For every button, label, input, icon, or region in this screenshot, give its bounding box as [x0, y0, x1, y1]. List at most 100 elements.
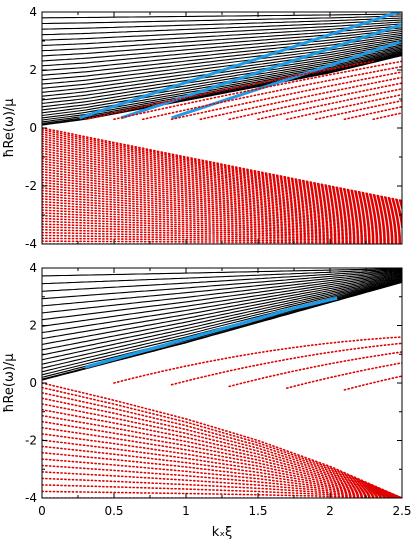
lower-band-line	[42, 382, 402, 498]
bottom-panel: 420-2-40 0.5 1 1.5 2 2.5	[25, 261, 412, 518]
lower-band-line	[42, 157, 402, 213]
bulk-band-line	[42, 39, 402, 89]
lower-band-line	[42, 163, 402, 215]
y-tick-label: -2	[25, 434, 37, 448]
gap-dotted-line	[199, 76, 402, 121]
x-tick-label: 0.5	[104, 504, 123, 518]
bulk-band-line	[42, 279, 402, 365]
lower-band-line	[42, 200, 402, 230]
bulk-band-line	[42, 276, 402, 351]
lower-band-line	[42, 145, 402, 209]
bulk-band-line	[42, 19, 402, 36]
lower-band-line	[42, 203, 402, 231]
lower-band-line	[42, 168, 402, 217]
bulk-band-line	[42, 44, 402, 101]
x-axis-label: kₓξ	[212, 525, 233, 540]
y-tick-label: 2	[29, 63, 37, 77]
lower-band-line	[42, 198, 402, 229]
lower-band-line	[42, 140, 402, 207]
gap-dotted-curve	[170, 342, 402, 386]
edge-mode-line	[84, 296, 338, 369]
lower-band-line	[42, 439, 402, 498]
lower-band-line	[42, 133, 402, 204]
lower-band-line	[42, 142, 402, 208]
lower-band-line	[42, 165, 402, 216]
lower-band-line	[42, 155, 402, 212]
lower-band-line	[42, 150, 402, 211]
lower-band-line	[42, 420, 402, 498]
gap-dotted-curve	[343, 375, 402, 391]
bulk-band-line	[42, 50, 402, 117]
y-tick-label: 4	[29, 261, 37, 275]
bulk-band-line	[42, 54, 402, 124]
x-tick-label: 0	[38, 504, 46, 518]
lower-band-line	[42, 464, 402, 498]
y-tick-label: -4	[25, 237, 37, 251]
bulk-band-line	[42, 273, 402, 327]
bulk-band-line	[42, 268, 402, 285]
bulk-band-line	[42, 269, 402, 292]
lower-band-line	[42, 181, 402, 222]
bulk-band-line	[42, 54, 402, 126]
x-tick-label: 1.5	[248, 504, 267, 518]
lower-band-line	[42, 490, 402, 498]
lower-band-line	[42, 414, 402, 498]
gap-dotted-line	[113, 60, 402, 121]
lower-band-line	[42, 184, 402, 223]
bottom-y-axis-label: ħRe(ω)/μ	[2, 353, 17, 412]
gap-dotted-line	[257, 88, 402, 121]
gap-dotted-line	[314, 99, 402, 121]
lower-band-line	[42, 192, 402, 226]
bulk-band-line	[42, 38, 402, 85]
x-tick-label: 2.5	[392, 504, 411, 518]
lower-band-line	[42, 223, 402, 238]
top-panel: 4 2 0 -2 -4	[25, 5, 403, 251]
bulk-band-line	[42, 274, 402, 334]
bulk-band-line	[42, 31, 402, 67]
y-tick-label: 0	[29, 121, 37, 135]
lower-band-line	[42, 187, 402, 224]
bulk-band-line	[42, 23, 402, 47]
lower-band-line	[42, 214, 402, 235]
bulk-band-line	[42, 278, 402, 361]
bulk-band-line	[42, 268, 402, 277]
bulk-band-line	[42, 279, 402, 369]
lower-band-line	[42, 147, 402, 210]
lower-band-line	[42, 131, 402, 203]
gap-dotted-curve	[286, 362, 402, 389]
lower-band-line	[42, 231, 402, 241]
lower-band-line	[42, 445, 402, 498]
bulk-band-line	[42, 13, 402, 19]
bulk-band-line	[42, 29, 402, 62]
gap-dotted-line	[372, 112, 402, 121]
gap-dotted-line	[228, 82, 402, 121]
gap-dotted-line	[142, 65, 402, 121]
x-tick-label: 1	[182, 504, 190, 518]
lower-band-line	[42, 458, 402, 498]
bulk-band-line	[42, 275, 402, 345]
y-tick-label: 2	[29, 319, 37, 333]
gap-dotted-line	[170, 71, 402, 121]
lower-band-line	[42, 484, 402, 498]
lower-band-line	[42, 477, 402, 498]
lower-band-line	[42, 176, 402, 220]
y-tick-label: 4	[29, 5, 37, 19]
gap-dotted-line	[84, 60, 374, 121]
lower-band-line	[42, 220, 402, 237]
lower-band-line	[42, 137, 402, 206]
bulk-band-line	[42, 43, 402, 97]
lower-band-line	[42, 135, 402, 205]
lower-band-line	[42, 160, 402, 214]
lower-band-line	[42, 212, 402, 234]
lower-band-line	[42, 234, 402, 242]
bulk-band-line	[42, 17, 402, 30]
lower-band-line	[42, 408, 402, 498]
lower-band-line	[42, 217, 402, 236]
bulk-band-line	[42, 53, 402, 123]
bulk-band-line	[42, 27, 402, 57]
lower-band-line	[42, 173, 402, 219]
lower-band-line	[42, 228, 402, 240]
edge-mode-line	[120, 23, 402, 120]
lower-band-line	[42, 195, 402, 228]
